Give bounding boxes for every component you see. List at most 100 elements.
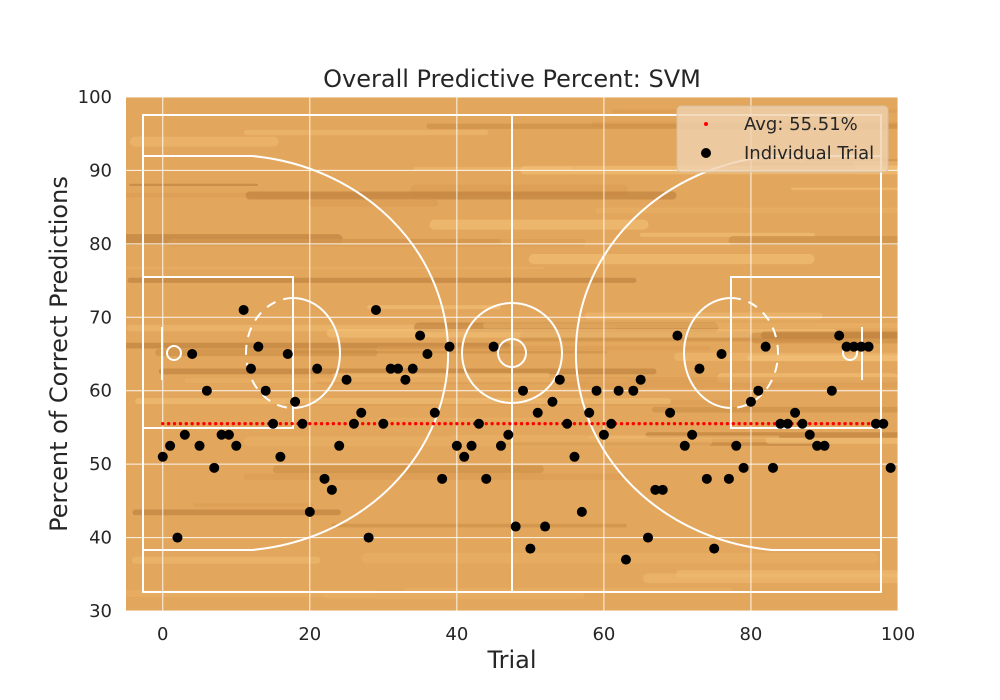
wood-streak <box>127 277 637 283</box>
average-dot <box>755 421 759 426</box>
trial-point <box>562 418 573 429</box>
trial-point <box>187 349 198 359</box>
trial-point <box>701 473 712 484</box>
wood-streak <box>167 239 586 247</box>
wood-streak <box>135 398 672 405</box>
average-dot <box>543 421 547 426</box>
average-dot <box>308 421 312 426</box>
x-tick-label: 80 <box>739 624 762 645</box>
average-dot <box>455 421 459 426</box>
wood-streak <box>281 350 607 354</box>
wood-streak <box>243 129 489 136</box>
trial-point <box>518 385 529 396</box>
average-dot <box>502 421 506 426</box>
trial-point <box>495 440 506 451</box>
average-dot <box>643 421 647 426</box>
average-dot <box>555 421 559 426</box>
trial-point <box>473 418 484 429</box>
average-dot <box>461 421 465 426</box>
average-dot <box>531 421 536 426</box>
wood-streak <box>588 435 780 440</box>
y-axis-ticks: 30 40 50 60 70 80 90 100 <box>78 87 112 622</box>
trial-point <box>209 462 220 473</box>
average-dot <box>343 421 347 426</box>
wood-streak <box>429 219 649 230</box>
average-dot <box>525 421 530 426</box>
average-dot <box>537 421 541 426</box>
average-dot <box>631 421 636 426</box>
wood-streak <box>243 473 628 480</box>
average-dot <box>725 421 730 426</box>
trial-point <box>172 532 183 543</box>
wood-streak <box>816 323 898 326</box>
trial-point <box>378 418 389 429</box>
trial-point <box>628 385 639 396</box>
trial-point <box>643 532 654 543</box>
average-dot <box>772 421 777 426</box>
average-dot <box>249 421 253 426</box>
trial-point <box>422 349 433 359</box>
average-dot <box>484 421 488 426</box>
wood-streak <box>676 570 898 578</box>
legend: Avg: 55.51% Individual Trial <box>676 105 889 173</box>
trial-point <box>598 429 609 440</box>
x-tick-label: 40 <box>445 624 468 645</box>
average-dot <box>508 421 512 426</box>
average-dot <box>496 421 500 426</box>
average-dot <box>590 421 594 426</box>
wood-streak <box>331 523 627 528</box>
trial-point <box>429 407 440 418</box>
trial-point <box>179 429 190 440</box>
wood-streak <box>791 187 898 191</box>
average-dot <box>366 421 371 426</box>
trial-point <box>826 385 837 396</box>
average-dot <box>625 421 630 426</box>
trial-point <box>297 418 308 429</box>
trial-point <box>841 341 852 352</box>
wood-streak <box>326 329 838 338</box>
average-dot <box>737 421 741 426</box>
trial-point <box>400 374 411 385</box>
trial-point <box>672 330 683 341</box>
y-tick-label: 70 <box>89 307 112 328</box>
average-dot <box>313 421 318 426</box>
wood-streak <box>158 368 657 375</box>
average-dot <box>602 421 606 426</box>
average-dot <box>431 421 436 426</box>
average-dot <box>425 421 430 426</box>
trial-point <box>745 396 756 407</box>
trial-point <box>260 385 271 396</box>
trial-point <box>488 341 499 352</box>
x-axis-label: Trial <box>486 646 536 674</box>
trial-point <box>812 440 823 451</box>
wood-streak <box>129 183 258 187</box>
wood-streak <box>131 556 321 564</box>
trial-point <box>231 440 242 451</box>
trial-point <box>385 363 396 374</box>
average-dot <box>161 421 165 426</box>
court-lines <box>142 114 882 593</box>
wood-streak <box>760 331 898 339</box>
average-dot <box>578 421 583 426</box>
wood-streak <box>747 355 898 362</box>
average-dot <box>413 421 418 426</box>
average-dot <box>708 421 712 426</box>
trial-point <box>694 363 705 374</box>
x-tick-label: 20 <box>298 624 321 645</box>
wood-streak <box>367 305 501 310</box>
trial-point <box>723 473 734 484</box>
trial-point <box>665 407 676 418</box>
wood-streak <box>595 207 898 214</box>
average-dot <box>231 421 236 426</box>
average-dot <box>549 421 553 426</box>
wood-streak <box>376 346 711 351</box>
average-dot <box>208 421 212 426</box>
trial-point <box>415 330 426 341</box>
wood-streak <box>556 377 898 389</box>
average-dot <box>719 421 724 426</box>
average-dot <box>213 421 218 426</box>
wood-streak <box>584 312 823 320</box>
average-dot <box>761 421 765 426</box>
average-dot <box>396 421 400 426</box>
trial-point <box>870 418 881 429</box>
